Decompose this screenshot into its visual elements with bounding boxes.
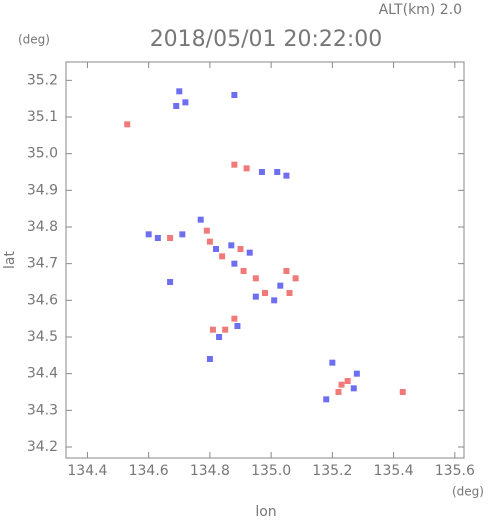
echo-point: [154, 235, 161, 241]
echo-point: [206, 356, 213, 362]
y-tick-label: 34.2: [27, 439, 58, 455]
y-tick-label: 34.4: [27, 366, 58, 382]
echo-point: [323, 396, 330, 403]
echo-point: [216, 334, 223, 340]
y-tick-label: 34.3: [27, 402, 58, 418]
echo-point: [182, 99, 189, 106]
echo-point: [234, 323, 241, 329]
y-tick-label: 35.2: [27, 72, 58, 88]
x-tick-label: 135.2: [312, 463, 352, 479]
echo-point: [350, 385, 357, 392]
echo-point: [231, 92, 238, 98]
x-tick-label: 135.0: [251, 463, 291, 479]
echo-point: [240, 268, 247, 274]
echo-point: [219, 253, 226, 260]
y-tick-label: 34.8: [27, 219, 58, 235]
x-tick-label: 134.4: [67, 463, 107, 479]
echo-point: [252, 293, 259, 300]
echo-point: [173, 103, 180, 109]
echo-point: [167, 235, 174, 241]
y-tick-label: 34.9: [27, 182, 58, 198]
x-tick-label: 134.8: [190, 463, 230, 479]
y-tick-label: 35.1: [27, 109, 58, 125]
echo-point: [167, 279, 174, 285]
echo-point: [271, 297, 278, 304]
y-tick-label: 34.5: [27, 329, 58, 345]
x-unit: (deg): [452, 485, 484, 499]
echo-point: [335, 389, 342, 395]
echo-point: [145, 231, 152, 238]
echo-point: [292, 275, 299, 282]
echo-point: [222, 326, 229, 333]
echo-point: [329, 359, 336, 366]
echo-point: [258, 169, 265, 175]
echo-point: [243, 165, 250, 172]
echo-point: [179, 231, 186, 238]
echo-point: [283, 268, 290, 274]
echo-point: [252, 275, 259, 282]
x-axis-label: lon: [255, 504, 276, 520]
echo-point: [283, 172, 290, 179]
echo-point: [213, 246, 220, 252]
annotation: ALT(km) 2.0: [379, 2, 462, 18]
x-tick-label: 135.4: [374, 463, 414, 479]
echo-point: [338, 381, 345, 388]
echo-point: [237, 246, 244, 252]
y-tick-label: 34.7: [27, 256, 58, 272]
echo-point: [197, 216, 204, 223]
echo-point: [176, 88, 183, 95]
echo-point: [286, 290, 293, 296]
chart-title: 2018/05/01 20:22:00: [150, 27, 383, 52]
echo-point: [231, 260, 238, 267]
y-axis-label: lat: [2, 251, 18, 269]
echo-point: [206, 238, 213, 245]
y-tick-label: 34.6: [27, 292, 58, 308]
echo-point: [353, 370, 360, 377]
echo-point: [274, 169, 281, 175]
plot-frame: [65, 61, 465, 459]
echo-point: [246, 249, 253, 256]
y-tick-label: 35.0: [27, 146, 58, 162]
x-tick-label: 135.6: [435, 463, 475, 479]
echo-point: [228, 242, 235, 249]
echo-point: [344, 378, 351, 384]
echo-point: [277, 282, 284, 289]
y-unit: (deg): [18, 33, 50, 47]
echo-point: [209, 326, 216, 333]
echo-point: [399, 389, 406, 395]
echo-point: [203, 227, 210, 234]
x-tick-label: 134.6: [129, 463, 169, 479]
echo-point: [231, 161, 238, 168]
echo-point: [124, 121, 131, 128]
echo-point: [231, 315, 238, 322]
echo-point: [262, 290, 268, 296]
